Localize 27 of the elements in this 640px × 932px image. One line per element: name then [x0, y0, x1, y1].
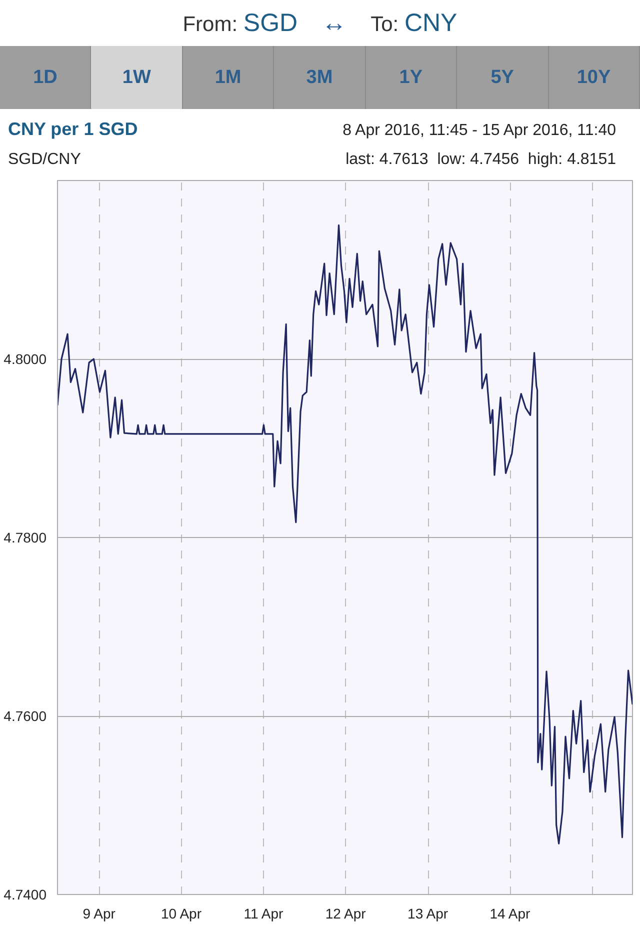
x-tick-label: 13 Apr	[408, 906, 448, 922]
text: 3M	[274, 46, 366, 109]
x-tick-label: 14 Apr	[490, 906, 531, 922]
text: SGD	[243, 9, 298, 37]
text: 8 Apr 2016, 11:45 - 15 Apr 2016, 11:40	[342, 120, 616, 141]
x-tick-label: 10 Apr	[161, 906, 202, 922]
text: 5Y	[457, 46, 549, 109]
chart-subtitle: SGD/CNY	[8, 150, 81, 170]
text: 10Y	[548, 46, 640, 109]
chart-title: CNY per 1 SGD	[8, 118, 138, 141]
y-tick-label: 4.8000	[4, 351, 47, 367]
text: last: 4.7613 low: 4.7456 high: 4.8151	[346, 150, 616, 168]
line-series	[58, 224, 632, 844]
text: 1D	[0, 46, 92, 109]
text: 1Y	[366, 46, 458, 109]
text: 1W	[91, 46, 183, 109]
y-tick-label: 4.7600	[4, 708, 47, 724]
text: From:	[182, 13, 238, 36]
text: ↔	[322, 9, 347, 37]
x-tick-label: 12 Apr	[325, 906, 366, 922]
x-tick-label: 11 Apr	[244, 906, 284, 922]
text: To:	[370, 13, 399, 36]
y-tick-label: 4.7400	[4, 886, 47, 902]
y-tick-label: 4.7800	[4, 530, 47, 546]
x-tick-label: 9 Apr	[82, 906, 116, 922]
text: 1M	[182, 46, 274, 109]
text: CNY	[404, 9, 458, 37]
